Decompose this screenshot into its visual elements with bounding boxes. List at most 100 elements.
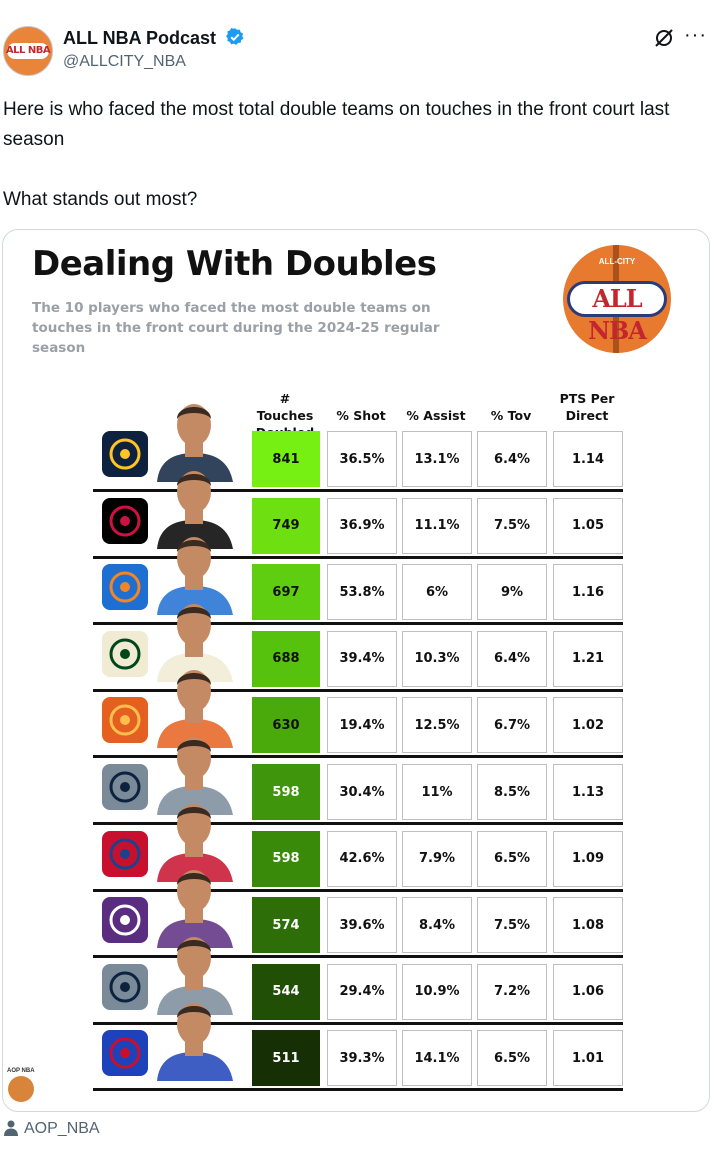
author-avatar[interactable]: ALL NBA <box>3 26 53 76</box>
row-divider <box>93 822 623 825</box>
cell-touches: 841 <box>252 431 320 487</box>
table-row: 598 42.6% 7.9% 6.5% 1.09 <box>3 803 709 894</box>
cell-shot: 42.6% <box>327 830 397 887</box>
cell-assist: 13.1% <box>402 431 472 487</box>
cell-touches: 598 <box>252 764 320 820</box>
cell-assist: 7.9% <box>402 830 472 887</box>
column-header-pts-line2: Direct <box>565 408 609 423</box>
cell-shot: 19.4% <box>327 697 397 754</box>
cell-assist: 10.9% <box>402 963 472 1020</box>
cell-pts: 1.21 <box>553 630 623 687</box>
cell-tov: 7.5% <box>477 897 547 954</box>
cell-shot: 39.6% <box>327 897 397 954</box>
player-photo <box>149 454 239 549</box>
row-divider <box>93 755 623 759</box>
suns-logo-icon <box>102 697 148 744</box>
grok-icon[interactable] <box>652 26 676 50</box>
knicks-logo-icon <box>102 564 148 611</box>
tweet-header: ALL NBA ALL NBA Podcast @ALLCITY_NBA ··· <box>0 0 712 90</box>
player-photo <box>149 920 239 1015</box>
cell-tov: 6.4% <box>477 431 547 487</box>
cell-pts: 1.14 <box>553 431 623 487</box>
row-divider <box>93 555 623 559</box>
nuggets-logo-icon <box>102 431 148 477</box>
table-row: 574 39.6% 8.4% 7.5% 1.08 <box>3 870 709 960</box>
timberwolves-logo-icon <box>102 963 148 1010</box>
cell-touches: 630 <box>252 697 320 754</box>
column-header-pts-line1: PTS Per <box>559 391 615 406</box>
author-handle[interactable]: @ALLCITY_NBA <box>63 53 186 70</box>
table-row: 511 39.3% 14.1% 6.5% 1.01 <box>3 1003 709 1093</box>
cell-tov: 6.5% <box>477 830 547 887</box>
cell-assist: 6% <box>402 564 472 621</box>
table-row: 749 36.9% 11.1% 7.5% 1.05 <box>3 470 709 561</box>
all-nba-logo: ALL-CITY ALL NBA <box>563 245 671 353</box>
graphic-title: Dealing With Doubles <box>32 244 437 284</box>
player-photo <box>149 653 239 749</box>
tweet-image[interactable]: Dealing With Doubles The 10 players who … <box>2 229 710 1112</box>
avatar-logo-text: ALL NBA <box>5 45 51 56</box>
timberwolves-logo-icon <box>102 764 148 810</box>
avatar-band <box>7 43 49 59</box>
column-header-pts: PTS Per Direct <box>552 390 622 424</box>
kings-logo-icon <box>102 897 148 944</box>
cell-touches: 511 <box>252 1030 320 1087</box>
tagged-user[interactable]: AOP_NBA <box>4 1120 100 1138</box>
cell-tov: 8.5% <box>477 764 547 820</box>
cell-tov: 6.4% <box>477 630 547 687</box>
row-divider <box>93 888 623 892</box>
cell-shot: 39.3% <box>327 1030 397 1087</box>
pistons-logo-icon <box>102 1030 148 1077</box>
row-divider <box>93 622 623 626</box>
cell-touches: 688 <box>252 630 320 687</box>
player-photo <box>149 853 239 949</box>
row-divider <box>93 1021 623 1025</box>
cell-touches: 544 <box>252 963 320 1020</box>
cell-touches: 697 <box>252 564 320 621</box>
cell-tov: 7.5% <box>477 497 547 554</box>
player-photo <box>149 587 239 682</box>
cell-pts: 1.06 <box>553 963 623 1020</box>
cell-pts: 1.09 <box>553 830 623 887</box>
cell-pts: 1.13 <box>553 764 623 820</box>
table-row: 598 30.4% 11% 8.5% 1.13 <box>3 737 709 827</box>
table-row: 630 19.4% 12.5% 6.7% 1.02 <box>3 670 709 760</box>
cell-pts: 1.01 <box>553 1030 623 1087</box>
cell-assist: 14.1% <box>402 1030 472 1087</box>
cell-touches: 749 <box>252 497 320 554</box>
bucks-logo-icon <box>102 630 148 677</box>
watermark-text: AOP NBA <box>7 1068 35 1074</box>
verified-badge-icon <box>226 28 244 45</box>
cell-touches: 574 <box>252 897 320 954</box>
cell-assist: 11.1% <box>402 497 472 554</box>
player-photo <box>149 720 239 815</box>
row-divider <box>93 955 623 959</box>
cell-shot: 53.8% <box>327 564 397 621</box>
graphic-subtitle: The 10 players who faced the most double… <box>32 300 440 356</box>
column-header-touches-line1: # Touches <box>256 391 314 423</box>
cell-assist: 11% <box>402 764 472 820</box>
cell-pts: 1.08 <box>553 897 623 954</box>
tagged-user-name[interactable]: AOP_NBA <box>24 1120 100 1137</box>
cell-assist: 8.4% <box>402 897 472 954</box>
logo-word: ALL NBA <box>588 284 647 345</box>
more-options-button[interactable]: ··· <box>684 24 707 46</box>
table-row: 544 29.4% 10.9% 7.2% 1.06 <box>3 936 709 1027</box>
cell-shot: 36.9% <box>327 497 397 554</box>
author-name[interactable]: ALL NBA Podcast <box>63 27 245 49</box>
row-divider <box>93 1088 623 1092</box>
cell-shot: 39.4% <box>327 630 397 687</box>
cell-tov: 9% <box>477 564 547 621</box>
column-header-assist: % Assist <box>406 408 466 423</box>
author-name-text[interactable]: ALL NBA Podcast <box>63 28 217 48</box>
cell-shot: 30.4% <box>327 764 397 820</box>
tweet-text-line-1: Here is who faced the most total double … <box>3 99 670 150</box>
row-divider <box>93 489 623 492</box>
cell-tov: 7.2% <box>477 963 547 1020</box>
player-photo <box>149 986 239 1082</box>
aop-watermark-logo <box>8 1076 34 1102</box>
cell-assist: 10.3% <box>402 630 472 687</box>
table-row: 697 53.8% 6% 9% 1.16 <box>3 537 709 627</box>
table-row: 841 36.5% 13.1% 6.4% 1.14 <box>3 404 709 494</box>
user-icon <box>4 1120 18 1136</box>
